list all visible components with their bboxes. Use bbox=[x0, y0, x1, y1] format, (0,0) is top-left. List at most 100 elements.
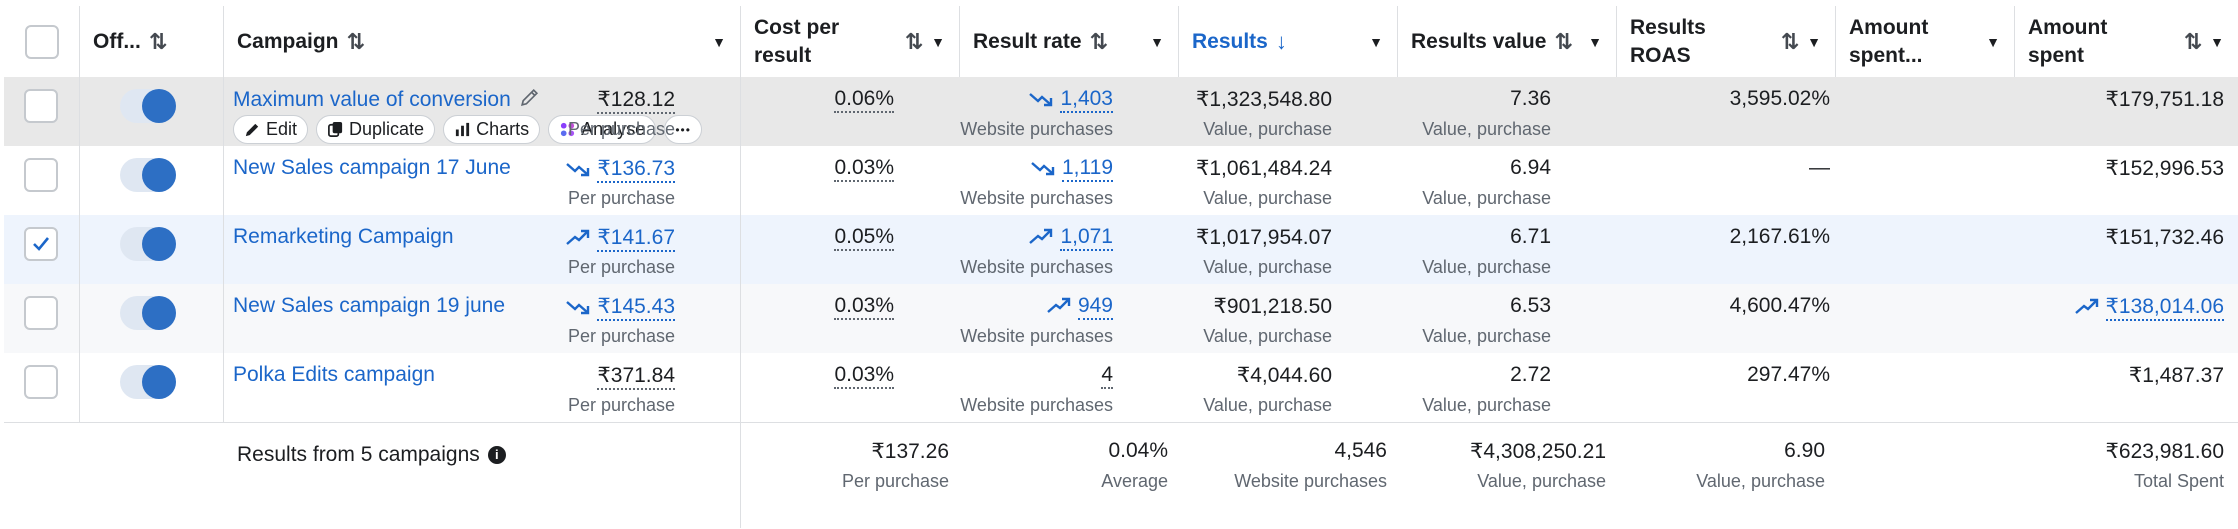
cost-sub: Per purchase bbox=[567, 326, 675, 346]
amount-spent-pct: — bbox=[1809, 156, 1830, 179]
header-amount-spent[interactable]: Amount spent ⇅ ▼ bbox=[2014, 6, 2238, 77]
results-roas-sub: Value, purchase bbox=[1422, 326, 1551, 346]
row-checkbox[interactable] bbox=[24, 365, 58, 399]
info-icon[interactable]: i bbox=[487, 446, 506, 465]
campaign-name: New Sales campaign 17 June bbox=[233, 156, 511, 179]
results-value-amount: ₹901,218.50 bbox=[1213, 295, 1332, 318]
cost-per-result[interactable]: ₹128.12 bbox=[597, 87, 675, 114]
results[interactable]: 1,119 bbox=[1030, 156, 1113, 182]
chevron-down-icon[interactable]: ▼ bbox=[1986, 33, 2000, 50]
chevron-down-icon[interactable]: ▼ bbox=[1588, 33, 1602, 50]
header-amount-spent-pct[interactable]: Amount spent... ▼ bbox=[1835, 6, 2014, 77]
row-checkbox[interactable] bbox=[24, 296, 58, 330]
edit-button[interactable]: Edit bbox=[233, 115, 309, 144]
results-sub: Website purchases bbox=[960, 326, 1113, 346]
campaign-name: Polka Edits campaign bbox=[233, 363, 435, 386]
campaign-toggle[interactable] bbox=[120, 296, 176, 330]
totals-rate: 0.04% bbox=[1108, 439, 1168, 462]
totals-value-sub: Value, purchase bbox=[1477, 471, 1606, 491]
campaign-name-link[interactable]: Polka Edits campaign bbox=[233, 363, 435, 387]
table-row[interactable]: Maximum value of conversion Edit Duplicate… bbox=[4, 77, 2238, 146]
trend-up-icon bbox=[1029, 229, 1053, 245]
cost-per-result[interactable]: ₹145.43 bbox=[565, 294, 675, 321]
table-row[interactable]: Remarketing Campaign ₹141.67 Per purchase 0… bbox=[4, 215, 2238, 284]
row-checkbox[interactable] bbox=[24, 89, 58, 123]
results-value-sub: Value, purchase bbox=[1203, 395, 1332, 415]
header-results-value[interactable]: Results value ⇅ ▼ bbox=[1397, 6, 1616, 77]
campaign-toggle[interactable] bbox=[120, 89, 176, 123]
cost-per-result[interactable]: ₹371.84 bbox=[597, 363, 675, 390]
result-rate[interactable]: 0.03% bbox=[834, 363, 894, 389]
sort-icon[interactable]: ⇅ bbox=[1554, 28, 1572, 54]
sort-icon[interactable]: ⇅ bbox=[2183, 28, 2202, 54]
chevron-down-icon[interactable]: ▼ bbox=[1369, 33, 1383, 50]
header-results-roas[interactable]: Results ROAS ⇅ ▼ bbox=[1616, 6, 1835, 77]
header-off-label: Off... bbox=[93, 29, 141, 53]
amount-spent[interactable]: ₹151,732.46 bbox=[2106, 225, 2224, 250]
results[interactable]: 1,071 bbox=[1028, 225, 1113, 251]
results[interactable]: 949 bbox=[1046, 294, 1113, 320]
header-cost-per-result[interactable]: Cost per result ⇅ ▼ bbox=[740, 6, 959, 77]
table-row[interactable]: New Sales campaign 19 june ₹145.43 Per pur… bbox=[4, 284, 2238, 353]
results-roas-sub: Value, purchase bbox=[1422, 188, 1551, 208]
header-select-cell bbox=[4, 6, 79, 77]
campaign-name: New Sales campaign 19 june bbox=[233, 294, 505, 317]
amount-spent[interactable]: ₹179,751.18 bbox=[2106, 87, 2224, 112]
sort-icon[interactable]: ⇅ bbox=[346, 28, 365, 54]
chevron-down-icon[interactable]: ▼ bbox=[712, 33, 726, 50]
results[interactable]: 1,403 bbox=[1028, 87, 1113, 113]
chevron-down-icon[interactable]: ▼ bbox=[2210, 33, 2224, 50]
chevron-down-icon[interactable]: ▼ bbox=[931, 33, 945, 50]
totals-roas-sub: Value, purchase bbox=[1696, 471, 1825, 491]
header-campaign[interactable]: Campaign ⇅ ▼ bbox=[223, 6, 740, 77]
pencil-icon[interactable] bbox=[519, 87, 540, 108]
results-roas: 7.36 bbox=[1510, 87, 1551, 110]
result-rate[interactable]: 0.06% bbox=[834, 87, 894, 113]
amount-spent-value: ₹179,751.18 bbox=[2105, 88, 2224, 111]
charts-button[interactable]: Charts bbox=[443, 115, 541, 144]
result-rate[interactable]: 0.03% bbox=[834, 294, 894, 320]
amount-spent[interactable]: ₹1,487.37 bbox=[2129, 363, 2224, 388]
results-roas: 6.71 bbox=[1510, 225, 1551, 248]
cost-per-result[interactable]: ₹136.73 bbox=[565, 156, 675, 183]
sort-icon[interactable]: ⇅ bbox=[1089, 28, 1108, 54]
results[interactable]: 4 bbox=[1101, 363, 1113, 389]
chevron-down-icon[interactable]: ▼ bbox=[1807, 33, 1821, 50]
duplicate-button[interactable]: Duplicate bbox=[316, 115, 436, 144]
analyse-button[interactable]: Analyse bbox=[548, 115, 657, 144]
header-results[interactable]: Results ↓ ▼ bbox=[1178, 6, 1397, 77]
amount-spent[interactable]: ₹152,996.53 bbox=[2106, 156, 2224, 181]
table-row[interactable]: New Sales campaign 17 June ₹136.73 Per pur… bbox=[4, 146, 2238, 215]
column-divider bbox=[1835, 6, 1836, 77]
campaign-name-link[interactable]: Remarketing Campaign bbox=[233, 225, 454, 249]
totals-spent: ₹623,981.60 bbox=[2105, 440, 2224, 463]
result-rate[interactable]: 0.03% bbox=[834, 156, 894, 182]
toggle-knob bbox=[142, 158, 176, 192]
campaign-name-link[interactable]: Maximum value of conversion bbox=[233, 87, 540, 112]
header-result-rate[interactable]: Result rate ⇅ ▼ bbox=[959, 6, 1178, 77]
header-off-on[interactable]: Off... ⇅ bbox=[79, 6, 223, 77]
row-checkbox[interactable] bbox=[24, 158, 58, 192]
amount-spent[interactable]: ₹138,014.06 bbox=[2074, 294, 2224, 321]
sort-icon[interactable]: ⇅ bbox=[1780, 28, 1799, 54]
cost-per-result[interactable]: ₹141.67 bbox=[565, 225, 675, 252]
row-checkbox[interactable] bbox=[24, 227, 58, 261]
more-options-button[interactable]: ••• bbox=[664, 115, 703, 144]
result-rate[interactable]: 0.05% bbox=[834, 225, 894, 251]
campaign-name-link[interactable]: New Sales campaign 19 june bbox=[233, 294, 505, 318]
column-divider bbox=[740, 6, 741, 528]
results-value-sub: Value, purchase bbox=[1203, 188, 1332, 208]
sort-icon[interactable]: ⇅ bbox=[904, 28, 923, 54]
campaign-name-link[interactable]: New Sales campaign 17 June bbox=[233, 156, 511, 180]
sort-down-icon[interactable]: ↓ bbox=[1275, 28, 1287, 54]
table-row[interactable]: Polka Edits campaign ₹371.84 Per purchase 0… bbox=[4, 353, 2238, 422]
trend-down-icon bbox=[1031, 162, 1055, 176]
chevron-down-icon[interactable]: ▼ bbox=[1150, 33, 1164, 50]
cost-sub: Per purchase bbox=[567, 395, 675, 415]
trend-up-icon bbox=[1047, 298, 1071, 314]
campaign-toggle[interactable] bbox=[120, 158, 176, 192]
sort-icon[interactable]: ⇅ bbox=[148, 28, 167, 54]
select-all-checkbox[interactable] bbox=[24, 24, 59, 59]
campaign-toggle[interactable] bbox=[120, 227, 176, 261]
campaign-toggle[interactable] bbox=[120, 365, 176, 399]
